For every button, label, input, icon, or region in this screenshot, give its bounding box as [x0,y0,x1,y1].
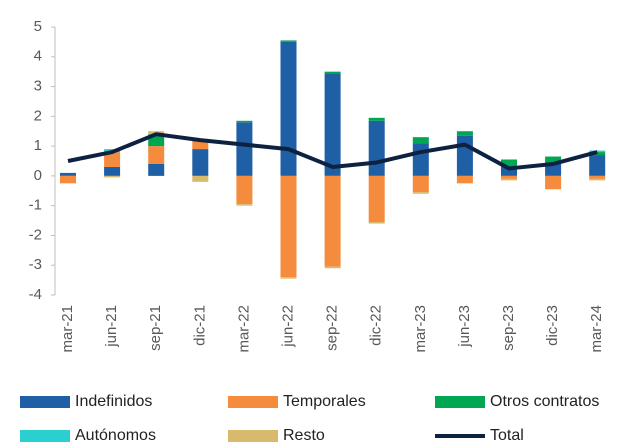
legend-label: Temporales [283,393,366,410]
bar-segment [324,266,341,269]
bar-segment [148,146,165,164]
x-tick-label: dic-21 [191,305,208,346]
x-tick-label: sep-21 [147,305,164,351]
bar-segment [236,120,253,123]
bar-segment [192,175,209,182]
bar-segment [456,135,473,176]
bar-segment [280,40,297,42]
bar-segment [60,175,76,184]
bar-segment [412,175,429,193]
bar-segment [412,143,429,176]
bar-segment [368,222,385,224]
y-tick-label: 0 [34,167,42,184]
x-tick-label: mar-21 [59,305,76,353]
legend-swatch [228,430,278,442]
x-tick-label: mar-23 [412,305,429,353]
bar-segment [456,175,473,184]
bar-segment [368,120,385,176]
x-tick-label: sep-22 [324,305,341,351]
legend-label: Autónomos [75,427,156,444]
bar-segment [280,41,297,176]
bar-segment [589,178,606,181]
bar-segment [501,166,517,176]
legend-swatch [435,396,485,408]
bar-segment [148,163,165,176]
bar-segment [104,166,121,176]
bar-segment [324,71,341,74]
bar-segment [192,140,209,150]
x-tick-label: jun-23 [456,305,473,348]
legend-label: Total [490,427,524,444]
bar-segment [104,152,121,167]
bar-segment [501,178,517,181]
y-tick-label: 5 [34,18,42,35]
bar-segment [368,117,385,121]
bar-segment [280,277,297,279]
legend-swatch [228,396,278,408]
bar-segment [501,159,517,167]
bar-segment [545,175,562,190]
bar-segment [236,204,253,206]
bar-segment [412,137,429,144]
y-tick-label: 4 [34,48,42,65]
bar-segment [501,175,517,179]
bar-segment [324,73,341,176]
legend-swatch [20,396,70,408]
y-tick-label: -2 [29,226,42,243]
y-tick-label: 3 [34,78,42,95]
total-line [67,132,598,171]
bar-segment [368,175,385,223]
bar-segment [148,134,165,147]
bar-segment [589,150,606,153]
bar-segment [192,149,209,176]
y-tick-label: -1 [29,197,42,214]
x-tick-label: mar-22 [235,305,252,353]
x-tick-label: dic-23 [544,305,561,346]
x-tick-label: dic-22 [368,305,385,346]
bar-segment [236,122,253,176]
bar-segment [104,175,121,178]
bar-segment [236,175,253,205]
bar-segment [324,175,341,267]
bar-segment [545,156,562,163]
bar-segment [589,155,606,176]
x-tick-label: sep-23 [500,305,517,351]
legend-label: Resto [283,427,325,444]
y-tick-label: -4 [29,286,42,303]
legend-swatch [20,430,70,442]
legend-label: Otros contratos [490,393,599,410]
bar-segment [60,172,76,176]
y-tick-label: -3 [29,256,42,273]
legend-label: Indefinidos [75,393,152,410]
y-tick-label: 2 [34,107,42,124]
bar-segment [280,175,297,278]
bar-segment [412,192,429,194]
x-tick-label: jun-22 [279,305,296,348]
x-tick-label: jun-21 [103,305,120,348]
bar-segment [589,175,606,179]
y-tick-label: 1 [34,137,42,154]
x-tick-label: mar-24 [588,305,605,353]
bar-segment [456,131,473,136]
